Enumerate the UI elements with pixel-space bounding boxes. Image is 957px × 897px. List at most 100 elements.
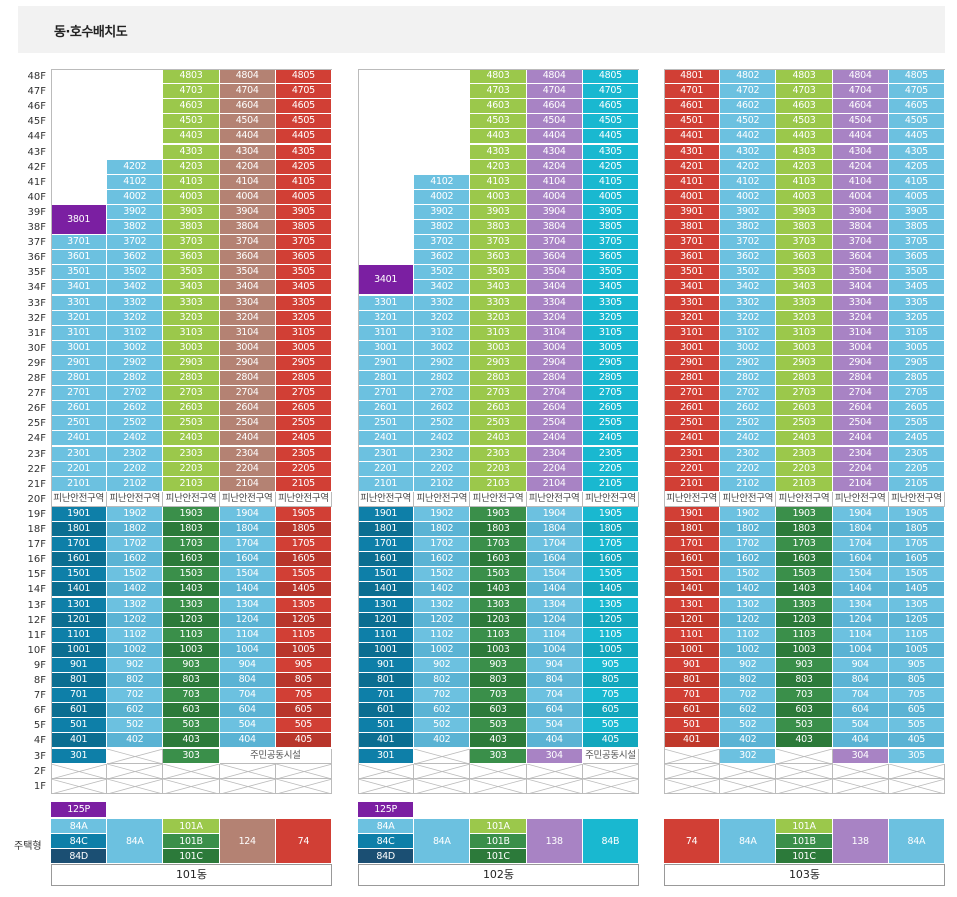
unit-cell: 1605 [275,552,332,568]
empty-cross-icon [582,778,638,793]
unit-cell: 1702 [107,537,164,553]
unit-cell: 3802 [107,220,164,236]
unit-cell: 3404 [526,280,583,296]
floor-label: 18F [27,524,46,535]
unit-cell: 4604 [219,99,276,115]
facility-cell: 주민공동시설 [219,748,332,764]
special-unit-cell: 3401 [358,265,415,296]
type-cell: 101A [776,819,833,834]
unit-cell: 701 [664,688,721,704]
type-cell: 101B [470,834,527,849]
unit-cell: 2802 [720,371,777,387]
unit-cell: 2405 [275,431,332,447]
type-cell: 84A [51,819,108,834]
unit-cell: 1405 [582,582,639,598]
floor-label: 40F [27,191,46,203]
unit-cell: 804 [526,673,583,689]
unit-cell: 2905 [888,355,945,371]
unit-cell: 4204 [219,159,276,175]
unit-cell: 1801 [664,522,721,538]
unit-cell: 2305 [275,446,332,462]
unit-cell: 2404 [219,431,276,447]
type-cell: 101A [163,819,220,834]
unit-cell: 604 [832,703,889,719]
unit-cell: 2903 [470,355,527,371]
unit-cell: 4803 [470,69,527,85]
unit-cell: 2802 [414,371,471,387]
unit-cell: 1704 [832,537,889,553]
unit-cell: 2801 [51,371,108,387]
unit-cell: 3201 [358,310,415,326]
refuge-cell: 피난안전구역 [51,491,108,507]
unit-cell: 2405 [888,431,945,447]
unit-cell: 3103 [470,325,527,341]
unit-cell: 4403 [163,129,220,145]
unit-cell: 1202 [107,612,164,628]
unit-cell: 2502 [107,416,164,432]
unit-cell: 3703 [470,235,527,251]
unit-cell: 1103 [163,627,220,643]
unit-cell: 601 [51,703,108,719]
type-cell: 101A [470,819,527,834]
floor-label: 23F [27,448,46,460]
unit-cell: 1304 [832,597,889,613]
empty-cross-icon [219,763,275,778]
unit-cell: 3105 [888,325,945,341]
floor-label: 43F [27,146,46,158]
unit-cell: 1803 [470,522,527,538]
type-cell: 84A [107,819,164,864]
unit-cell: 1803 [776,522,833,538]
unit-cell: 1002 [107,642,164,658]
unit-cell: 301 [51,748,108,764]
unit-cell: 701 [51,688,108,704]
unit-cell: 1703 [163,537,220,553]
floor-label: 24F [27,433,46,445]
unit-cell: 1605 [582,552,639,568]
unit-cell: 4203 [776,159,833,175]
unit-cell: 2401 [51,431,108,447]
unit-cell: 2205 [275,461,332,477]
unit-cell: 1205 [275,612,332,628]
unit-cell: 3804 [526,220,583,236]
unit-cell: 1401 [664,582,721,598]
unit-cell: 3604 [832,250,889,266]
unit-cell: 1804 [832,522,889,538]
special-unit-cell: 3801 [51,204,108,236]
unit-cell: 405 [275,733,332,749]
unit-cell: 1303 [163,597,220,613]
unit-cell: 403 [163,733,220,749]
unit-cell: 4303 [163,144,220,160]
unit-cell: 502 [720,718,777,734]
unit-cell: 3005 [582,340,639,356]
unit-cell: 2103 [776,476,833,492]
unit-cell: 1205 [888,612,945,628]
unit-cell: 2901 [51,355,108,371]
unit-cell: 4603 [470,99,527,115]
unit-cell: 3404 [219,280,276,296]
empty-cross-icon [107,748,163,763]
unit-cell: 4405 [275,129,332,145]
unit-cell: 1001 [664,642,721,658]
unit-cell: 3901 [664,204,721,220]
unit-cell: 2302 [107,446,164,462]
unit-cell: 1502 [107,567,164,583]
unit-cell: 2201 [51,461,108,477]
refuge-cell: 피난안전구역 [470,491,527,507]
unit-cell: 3405 [888,280,945,296]
unit-cell: 4205 [275,159,332,175]
unit-cell: 705 [582,688,639,704]
unit-cell: 4605 [275,99,332,115]
unit-cell: 4405 [888,129,945,145]
unit-cell: 3704 [526,235,583,251]
unit-cell: 2702 [107,386,164,402]
type-cell: 84A [358,819,415,834]
refuge-cell: 피난안전구역 [888,491,945,507]
unit-cell: 2705 [275,386,332,402]
building-name: 102동 [358,864,639,886]
unit-cell: 1503 [163,567,220,583]
unit-cell: 1504 [219,567,276,583]
page-header: 동·호수배치도 [18,6,945,53]
type-cell: 84C [358,834,415,849]
unit-cell: 3302 [720,295,777,311]
unit-cell: 1501 [358,567,415,583]
